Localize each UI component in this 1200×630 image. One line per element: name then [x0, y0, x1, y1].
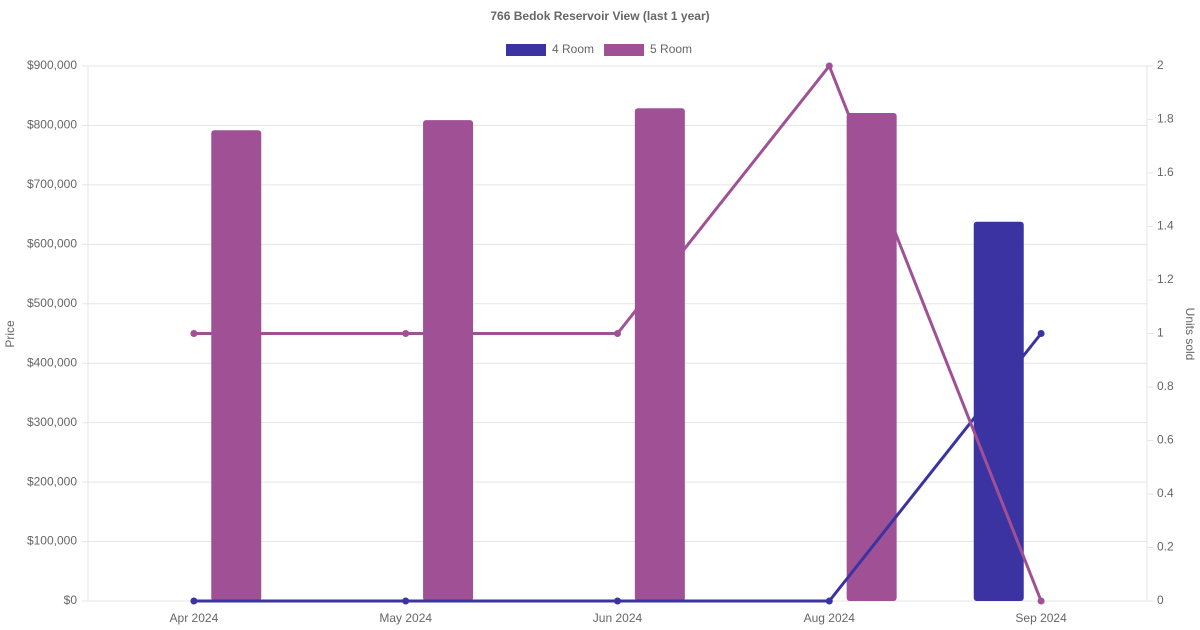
units-point [614, 330, 621, 337]
legend-label: 5 Room [650, 42, 692, 56]
y2-axis-label: Units sold [1183, 308, 1197, 361]
y2-tick-label: 1.6 [1157, 165, 1174, 179]
units-point [1037, 330, 1045, 337]
units-point [402, 597, 410, 605]
units-line [193, 332, 1043, 603]
legend-label: 4 Room [552, 42, 594, 56]
y2-tick-label: 1.8 [1157, 112, 1174, 126]
y-tick-label: $400,000 [27, 355, 77, 369]
y2-tick-label: 0.6 [1157, 433, 1174, 447]
legend-swatch [604, 44, 645, 56]
y-tick-label: $300,000 [27, 415, 77, 429]
y2-tick-label: 1.2 [1157, 272, 1174, 286]
bar [846, 112, 897, 601]
x-tick-label: Apr 2024 [170, 611, 219, 625]
bar [634, 108, 685, 601]
y2-tick-label: 0 [1157, 593, 1164, 607]
y2-tick-label: 1.4 [1157, 219, 1174, 233]
y-tick-label: $200,000 [27, 474, 77, 488]
units-point [402, 330, 410, 337]
y2-tick-label: 2 [1157, 58, 1164, 72]
y-tick-label: $700,000 [27, 177, 77, 191]
bar [423, 120, 474, 601]
y-tick-label: $500,000 [27, 296, 77, 310]
y2-tick-label: 1 [1157, 326, 1164, 340]
units-point [825, 62, 833, 70]
x-tick-label: May 2024 [379, 611, 432, 625]
y-tick-label: $900,000 [27, 58, 77, 72]
units-point [825, 597, 833, 605]
chart-title: 766 Bedok Reservoir View (last 1 year) [490, 9, 709, 23]
y2-tick-label: 0.8 [1157, 379, 1174, 393]
y-axis-label: Price [3, 320, 17, 348]
y-tick-label: $100,000 [27, 534, 77, 548]
y2-tick-label: 0.2 [1157, 540, 1174, 554]
y2-tick-label: 0.4 [1157, 486, 1174, 500]
bar [973, 221, 1024, 601]
x-tick-label: Sep 2024 [1015, 611, 1067, 625]
units-point [614, 597, 621, 605]
y-tick-label: $0 [64, 593, 78, 607]
y-tick-label: $600,000 [27, 237, 77, 251]
y-tick-label: $800,000 [27, 118, 77, 132]
x-tick-label: Aug 2024 [804, 611, 856, 625]
x-tick-label: Jun 2024 [593, 611, 643, 625]
units-point [190, 597, 198, 605]
units-point [190, 330, 198, 337]
bar [211, 130, 262, 601]
legend-swatch [506, 44, 546, 56]
units-point [1037, 597, 1045, 605]
